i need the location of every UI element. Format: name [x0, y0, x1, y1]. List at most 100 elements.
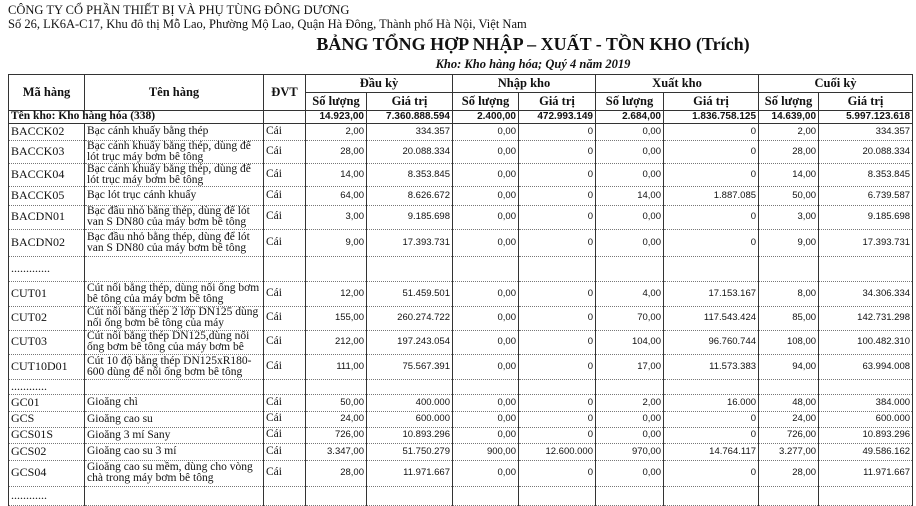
header-value: Giá trị	[366, 92, 453, 111]
value-cell: 0,00	[595, 123, 664, 141]
value-cell: 600.000	[366, 411, 453, 428]
value-cell	[305, 379, 367, 395]
item-name: Bạc cánh khuấy bằng thép	[84, 123, 264, 141]
value-cell: 0	[662, 140, 760, 164]
value-cell	[366, 486, 453, 506]
header-in: Nhập kho	[452, 74, 596, 93]
value-cell: 94,00	[758, 354, 820, 380]
header-opening: Đầu kỳ	[305, 74, 453, 93]
value-cell: 9.185.698	[818, 205, 914, 230]
value-cell: 0,00	[452, 140, 519, 164]
total-cell: 14.639,00	[758, 110, 820, 124]
value-cell: 50,00	[758, 186, 820, 206]
value-cell: 0	[662, 460, 760, 487]
item-name	[84, 486, 264, 506]
item-unit: Cái	[263, 330, 306, 355]
company-name: CÔNG TY CỔ PHẦN THIẾT BỊ VÀ PHỤ TÙNG ĐÔN…	[8, 3, 350, 17]
value-cell: 63.994.008	[818, 354, 914, 380]
value-cell: 0	[518, 123, 596, 141]
value-cell: 0	[662, 427, 760, 444]
item-code: ............	[8, 486, 85, 506]
value-cell: 0,00	[452, 427, 519, 444]
item-code: .............	[8, 256, 85, 282]
item-unit	[263, 379, 306, 395]
value-cell: 0,00	[452, 163, 519, 187]
item-unit: Cái	[263, 394, 306, 412]
value-cell: 334.357	[366, 123, 453, 141]
header-value: Giá trị	[518, 92, 596, 111]
item-name: Cút nối bằng thép DN125,dùng nối ống bơm…	[84, 330, 264, 355]
value-cell: 100.482.310	[818, 330, 914, 355]
item-name: Gioăng cao su	[84, 411, 264, 428]
value-cell: 3.277,00	[758, 443, 820, 461]
value-cell: 24,00	[305, 411, 367, 428]
value-cell	[452, 486, 519, 506]
header-unit: ĐVT	[263, 74, 306, 111]
value-cell: 12,00	[305, 281, 367, 307]
value-cell: 11.573.383	[662, 354, 760, 380]
value-cell: 0,00	[452, 411, 519, 428]
value-cell: 0,00	[452, 229, 519, 257]
value-cell: 726,00	[305, 427, 367, 444]
report-title: BẢNG TỔNG HỢP NHẬP – XUẤT - TỒN KHO (Trí…	[316, 34, 750, 54]
table-row: GCS02 Gioăng cao su 3 mí Cái 3.347,00 51.750…	[8, 443, 914, 461]
total-unit	[263, 110, 306, 124]
item-name: Bạc đầu nhỏ bằng thép, dùng để lót van S…	[84, 229, 264, 257]
value-cell: 111,00	[305, 354, 367, 380]
value-cell: 51.459.501	[366, 281, 453, 307]
value-cell: 0	[518, 140, 596, 164]
value-cell: 900,00	[452, 443, 519, 461]
item-code: CUT03	[8, 330, 85, 355]
table-row: CUT10D01 Cút 10 độ bằng thép DN125xR180-6…	[8, 354, 914, 380]
total-cell: 472.993.149	[518, 110, 596, 124]
item-unit: Cái	[263, 306, 306, 331]
item-code: BACCK05	[8, 186, 85, 206]
value-cell: 3,00	[305, 205, 367, 230]
item-unit: Cái	[263, 354, 306, 380]
table-row: GCS01S Gioăng 3 mí Sany Cái 726,00 10.893.29…	[8, 427, 914, 444]
item-code: BACCK04	[8, 163, 85, 187]
value-cell: 104,00	[595, 330, 664, 355]
value-cell: 2,00	[758, 123, 820, 141]
header-out: Xuất kho	[594, 74, 760, 93]
item-unit: Cái	[263, 229, 306, 257]
value-cell: 10.893.296	[818, 427, 914, 444]
value-cell	[662, 379, 760, 395]
item-name: Bạc cánh khuấy bằng thép, dùng để lót tr…	[84, 163, 264, 187]
item-code: CUT10D01	[8, 354, 85, 380]
warehouse-label: Tên kho: Kho hàng hóa (338)	[8, 110, 264, 124]
value-cell: 260.274.722	[366, 306, 453, 331]
value-cell: 34.306.334	[818, 281, 914, 307]
value-cell: 0	[662, 229, 760, 257]
value-cell	[758, 486, 820, 506]
item-code: BACCK03	[8, 140, 85, 164]
value-cell: 400.000	[366, 394, 453, 412]
value-cell: 0	[518, 330, 596, 355]
value-cell: 212,00	[305, 330, 367, 355]
item-unit: Cái	[263, 163, 306, 187]
header-qty: Số lượng	[305, 92, 367, 111]
value-cell: 3.347,00	[305, 443, 367, 461]
value-cell: 9,00	[758, 229, 820, 257]
value-cell: 197.243.054	[366, 330, 453, 355]
item-unit: Cái	[263, 281, 306, 307]
value-cell: 726,00	[758, 427, 820, 444]
value-cell: 14,00	[595, 186, 664, 206]
item-unit	[263, 256, 306, 282]
item-unit: Cái	[263, 140, 306, 164]
value-cell: 600.000	[818, 411, 914, 428]
value-cell: 334.357	[818, 123, 914, 141]
value-cell	[595, 486, 664, 506]
value-cell: 14.764.117	[662, 443, 760, 461]
value-cell: 0	[518, 163, 596, 187]
value-cell: 0,00	[595, 460, 664, 487]
total-cell: 7.360.888.594	[366, 110, 453, 124]
value-cell	[518, 256, 596, 282]
item-unit: Cái	[263, 186, 306, 206]
value-cell: 0	[518, 281, 596, 307]
value-cell: 50,00	[305, 394, 367, 412]
value-cell: 11.971.667	[818, 460, 914, 487]
header-value: Giá trị	[662, 92, 760, 111]
item-unit: Cái	[263, 443, 306, 461]
value-cell	[366, 379, 453, 395]
